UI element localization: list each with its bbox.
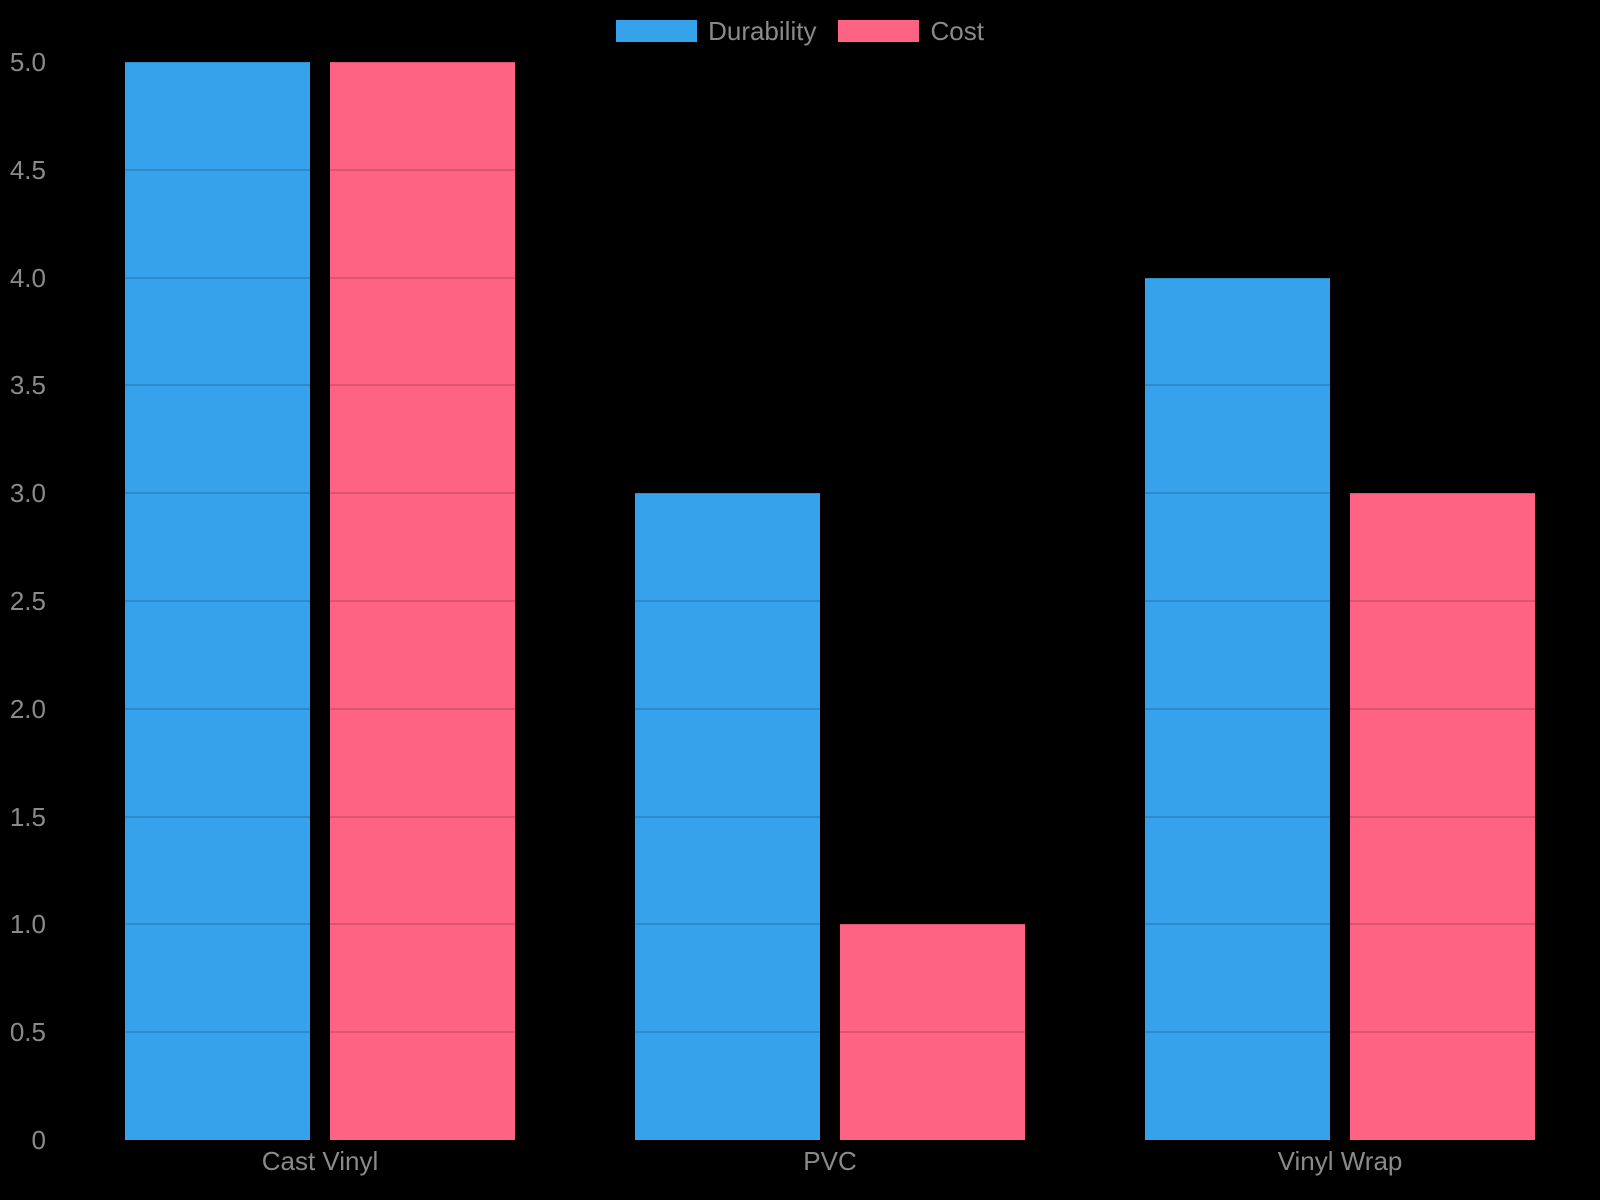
y-tick-label-2.5: 2.5 [9,586,46,616]
y-tick-label-2.0: 2.0 [9,693,46,724]
x-axis-labels: Cast Vinyl PVC Vinyl Wrap [65,1148,1595,1188]
y-tick-label-4.5: 4.5 [9,154,46,185]
gridline-3 [65,492,1595,495]
bar-cost-pvc[interactable] [840,924,1025,1140]
legend-item-cost[interactable]: Cost [838,16,984,46]
y-tick-label-1.5: 1.5 [9,801,46,832]
y-tick-label-0.5: 0.5 [9,1017,46,1048]
gridline-3.5 [65,384,1595,387]
x-category-label-cast-vinyl: Cast Vinyl [261,1146,379,1176]
y-tick-label-0: 0 [31,1125,46,1155]
x-category-label-vinyl-wrap: Vinyl Wrap [1277,1146,1403,1176]
y-tick-label-3.5: 3.5 [9,370,46,401]
y-tick-label-4.0: 4.0 [9,262,46,293]
plot-area [65,61,1595,1140]
bar-durability-cast-vinyl[interactable] [125,62,310,1140]
x-category-label-pvc: PVC [803,1146,857,1176]
legend-swatch-durability-icon [616,20,698,42]
gridline-0.5 [65,1031,1595,1034]
legend-swatch-cost-icon [838,20,920,42]
gridline-2.5 [65,600,1595,602]
legend-label-cost: Cost [930,16,984,46]
gridline-4.5 [65,168,1595,171]
legend-item-durability[interactable]: Durability [616,18,816,44]
bar-durability-pvc[interactable] [635,493,820,1140]
gridline-5 [65,61,1595,63]
gridlines-layer [65,61,1595,1140]
gridline-1 [65,923,1595,926]
y-tick-label-1.0: 1.0 [9,909,46,940]
bars-layer [65,62,1595,1140]
gridline-1.5 [65,815,1595,818]
y-axis-labels: 0 0.5 1.0 1.5 2.0 2.5 3.0 3.5 4.0 4.5 5.0 [0,49,46,1153]
y-tick-label-3.0: 3.0 [9,478,46,509]
chart-legend: Durability Cost [0,18,1600,44]
gridline-2 [65,707,1595,710]
gridline-4 [65,276,1595,279]
bar-cost-cast-vinyl[interactable] [330,62,515,1140]
bar-durability-vinyl-wrap[interactable] [1145,277,1330,1140]
bar-cost-vinyl-wrap[interactable] [1350,493,1535,1140]
legend-label-durability: Durability [708,16,817,46]
y-tick-label-5.0: 5.0 [9,47,46,77]
